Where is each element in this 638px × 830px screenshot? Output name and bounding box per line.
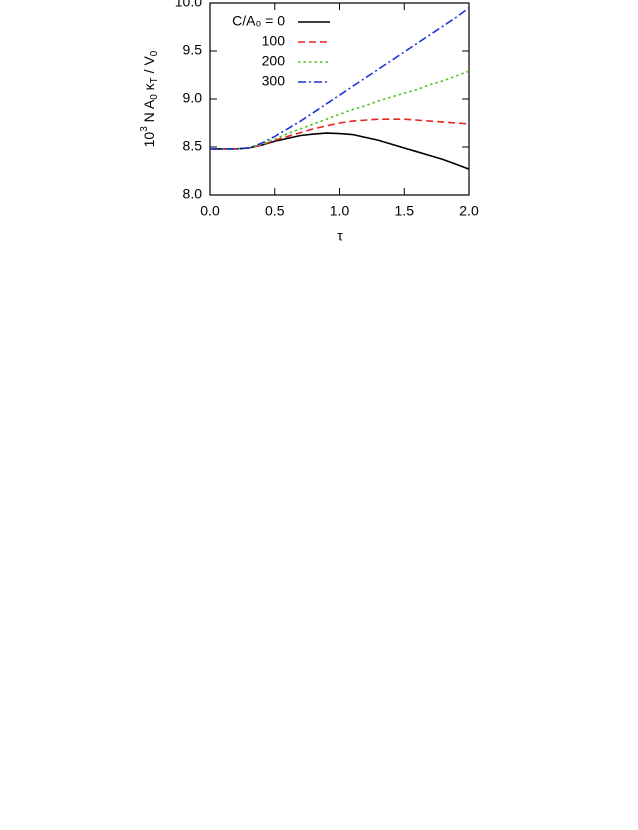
x-axis-label: τ (337, 228, 343, 244)
y-label-part: N A (141, 99, 157, 126)
y-tick-label: 8.5 (183, 138, 203, 154)
legend-label: 100 (262, 33, 286, 49)
line-series (210, 118, 470, 150)
line-series (210, 132, 470, 170)
line-series (210, 7, 470, 150)
y-label-part: / V (141, 56, 157, 78)
x-tick-label: 1.0 (330, 203, 350, 219)
legend-label: 200 (262, 53, 286, 69)
y-tick-label: 9.0 (183, 90, 203, 106)
y-label-part: κ (141, 82, 157, 94)
legend-label: 300 (262, 73, 286, 89)
y-tick-label: 8.0 (183, 186, 203, 202)
y-tick-label: 9.5 (183, 42, 203, 58)
line-series (210, 70, 470, 150)
plot-frame (209, 2, 470, 196)
y-label-sup: 3 (139, 126, 150, 132)
y-label-sub: 0 (149, 94, 160, 100)
x-tick-label: 2.0 (459, 203, 479, 219)
y-tick-label: 10.0 (175, 0, 202, 10)
x-tick-label: 1.5 (395, 203, 415, 219)
y-label-sub: 0 (149, 50, 160, 56)
y-axis-label: 103 N A0 κT / V0 (139, 50, 160, 147)
legend-label: C/A₀ = 0 (232, 13, 285, 29)
x-tick-label: 0.5 (265, 203, 285, 219)
y-label-part: 10 (141, 132, 157, 148)
x-tick-label: 0.0 (200, 203, 220, 219)
y-label-sub: T (149, 77, 160, 83)
